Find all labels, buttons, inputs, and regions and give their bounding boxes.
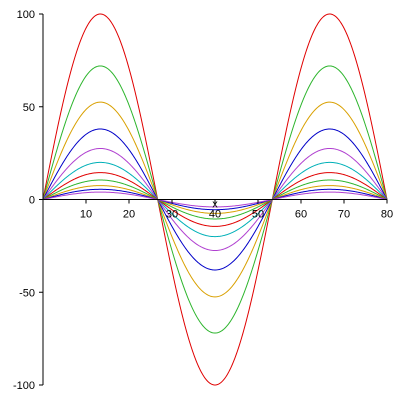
series-line-7 xyxy=(42,172,388,227)
series-line-9 xyxy=(42,185,388,214)
y-tick-label: 100 xyxy=(17,9,35,21)
ticks-layer: 10 20 30 40 50 60 70 80 -100 -50 0 50 100 xyxy=(13,9,393,392)
series-line-4 xyxy=(42,128,388,271)
series-line-5 xyxy=(42,147,388,252)
x-tick-label: 40 xyxy=(209,209,221,221)
x-axis-label: x xyxy=(212,199,218,211)
series-line-3 xyxy=(42,101,388,298)
series-layer xyxy=(42,13,388,386)
x-tick-label: 70 xyxy=(338,209,350,221)
x-tick-label: 30 xyxy=(166,209,178,221)
series-line-1 xyxy=(42,13,388,386)
x-tick-label: 60 xyxy=(295,209,307,221)
x-tick-label: 50 xyxy=(252,209,264,221)
y-tick-label: 0 xyxy=(29,195,35,207)
series-line-10 xyxy=(42,188,388,211)
y-tick-label: -50 xyxy=(19,287,35,299)
series-line-2 xyxy=(42,65,388,334)
x-tick-label: 80 xyxy=(381,209,393,221)
series-line-6 xyxy=(42,161,388,238)
series-line-8 xyxy=(42,179,388,220)
series-line-11 xyxy=(42,191,388,208)
x-tick-label: 10 xyxy=(80,209,92,221)
y-tick-label: -100 xyxy=(13,380,35,392)
y-tick-label: 50 xyxy=(23,102,35,114)
x-tick-label: 20 xyxy=(123,209,135,221)
